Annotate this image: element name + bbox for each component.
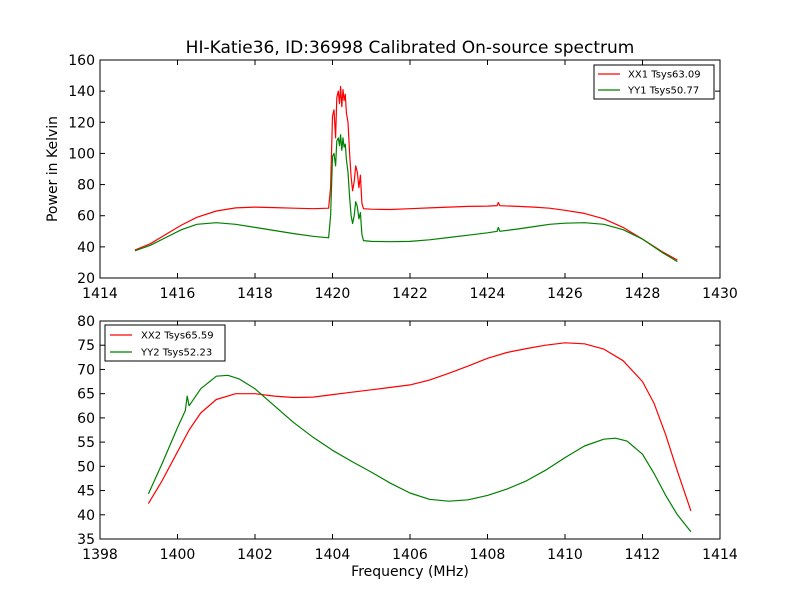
top-x-tick-label: 1430 (702, 286, 738, 302)
top-ticks-group: 1414 1416 1418 1420 1422 1424 1426 1428 1430 20 40… (68, 53, 738, 302)
bottom-x-tick-label: 1404 (315, 547, 351, 563)
bottom-x-tick-label: 1402 (237, 547, 273, 563)
bottom-y-tick-label: 65 (77, 387, 95, 403)
bottom-y-tick-label: 50 (77, 459, 95, 475)
bottom-y-tick-label: 35 (77, 532, 95, 548)
top-x-tick-label: 1422 (392, 286, 428, 302)
top-y-tick-label: 120 (68, 115, 95, 131)
top-y-tick-label: 80 (77, 178, 95, 194)
top-y-tick-label: 60 (77, 209, 95, 225)
top-y-tick-label: 160 (68, 53, 95, 69)
top-panel: 1414 1416 1418 1420 1422 1424 1426 1428 1430 20 40… (45, 53, 738, 302)
top-y-tick-label: 100 (68, 146, 95, 162)
top-x-tick-label: 1420 (315, 286, 351, 302)
bottom-y-tick-label: 70 (77, 362, 95, 378)
top-x-tick-label: 1414 (82, 286, 118, 302)
bottom-legend-label-yy2: YY2 Tsys52.23 (140, 348, 212, 359)
bottom-ticks-group: 1398 1400 1402 1404 1406 1408 1410 1412 1414 35 40… (77, 314, 738, 563)
bottom-x-tick-label: 1408 (470, 547, 506, 563)
bottom-x-tick-label: 1412 (625, 547, 661, 563)
bottom-x-tick-label: 1414 (702, 547, 738, 563)
bottom-legend-label-xx2: XX2 Tsys65.59 (141, 331, 214, 342)
bottom-series-line-yy (147, 374, 692, 533)
bottom-x-tick-label: 1398 (82, 547, 118, 563)
top-x-tick-label: 1416 (160, 286, 196, 302)
bottom-y-tick-label: 55 (77, 435, 95, 451)
bottom-x-tick-label: 1406 (392, 547, 428, 563)
bottom-series-group (147, 342, 692, 533)
top-legend-label-yy1: YY1 Tsys50.77 (627, 86, 699, 97)
bottom-x-tick-label: 1410 (547, 547, 583, 563)
bottom-panel: 1398 1400 1402 1404 1406 1408 1410 1412 1414 35 40… (77, 314, 738, 580)
top-legend: XX1 Tsys63.09 YY1 Tsys50.77 (593, 64, 715, 100)
top-y-tick-label: 20 (77, 271, 95, 287)
bottom-series-line-xx (147, 342, 692, 512)
bottom-y-tick-label: 75 (77, 338, 95, 354)
top-series-group (134, 85, 678, 263)
top-series-line-xx (134, 85, 678, 261)
figure-title: HI-Katie36, ID:36998 Calibrated On-sourc… (186, 38, 635, 58)
bottom-x-tick-label: 1400 (160, 547, 196, 563)
top-x-tick-label: 1418 (237, 286, 273, 302)
bottom-y-tick-label: 40 (77, 508, 95, 524)
bottom-y-tick-label: 60 (77, 411, 95, 427)
bottom-legend: XX2 Tsys65.59 YY2 Tsys52.23 (104, 324, 226, 362)
top-x-tick-label: 1426 (547, 286, 583, 302)
top-y-axis-label: Power in Kelvin (45, 116, 61, 222)
bottom-y-tick-label: 80 (77, 314, 95, 330)
top-x-tick-label: 1428 (625, 286, 661, 302)
top-series-line-yy (134, 134, 678, 263)
top-legend-label-xx1: XX1 Tsys63.09 (628, 70, 701, 81)
bottom-y-tick-label: 45 (77, 484, 95, 500)
bottom-legend-box (104, 324, 226, 362)
top-y-tick-label: 140 (68, 84, 95, 100)
top-y-tick-label: 40 (77, 240, 95, 256)
top-x-tick-label: 1424 (470, 286, 506, 302)
top-legend-box (593, 64, 715, 100)
bottom-x-axis-label: Frequency (MHz) (351, 564, 469, 580)
